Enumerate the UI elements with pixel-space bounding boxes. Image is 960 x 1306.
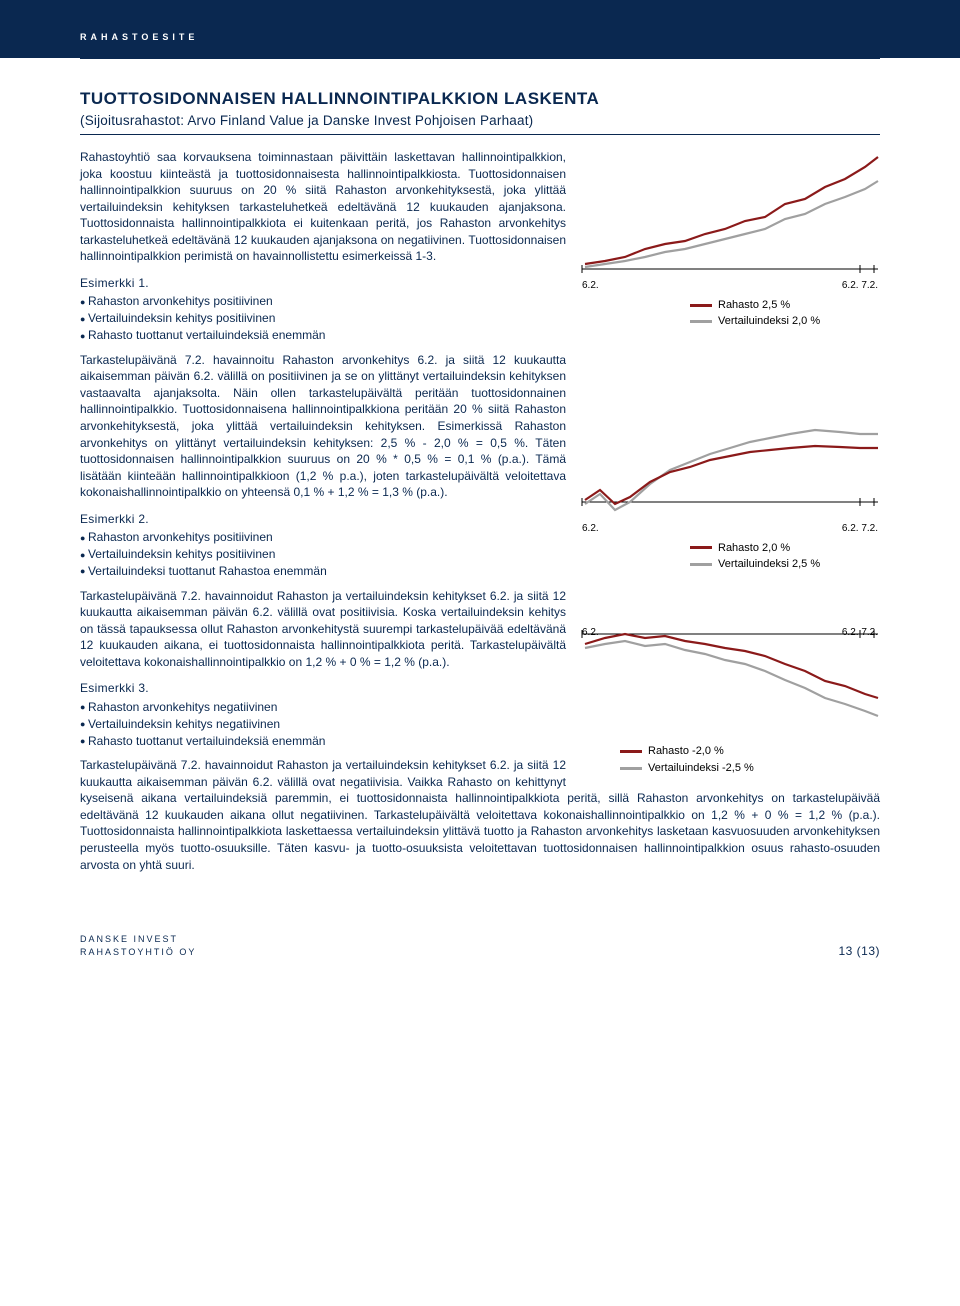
chart-2-axis: 6.2. 6.2. 7.2.: [580, 522, 880, 536]
swatch-index: [620, 767, 642, 770]
chart-1-legend-fund: Rahasto 2,5 %: [718, 297, 790, 314]
footer-line1: DANSKE INVEST: [80, 933, 196, 946]
chart-3-fund-path: [585, 634, 878, 698]
chart-3-legend-fund: Rahasto -2,0 %: [648, 743, 724, 760]
chart-2-fund-path: [585, 446, 878, 504]
chart-1-legend-index: Vertailuindeksi 2,0 %: [718, 313, 820, 330]
chart-2-svg: [580, 412, 880, 522]
chart-3-index-path: [585, 641, 878, 716]
chart-2: 6.2. 6.2. 7.2. Rahasto 2,0 % Vertailuind…: [580, 412, 880, 573]
page-footer: DANSKE INVEST RAHASTOYHTIÖ OY 13 (13): [0, 903, 960, 998]
swatch-fund: [690, 304, 712, 307]
page-subtitle: (Sijoitusrahastot: Arvo Finland Value ja…: [80, 113, 880, 135]
swatch-fund: [690, 546, 712, 549]
chart-1-legend: Rahasto 2,5 % Vertailuindeksi 2,0 %: [580, 297, 880, 330]
footer-company: DANSKE INVEST RAHASTOYHTIÖ OY: [80, 933, 196, 958]
page-header: RAHASTOESITE: [0, 0, 960, 58]
swatch-index: [690, 563, 712, 566]
chart-2-xleft: 6.2.: [582, 522, 599, 536]
body: 6.2. 6.2. 7.2. Rahasto 2,5 % Vertailuind…: [80, 149, 880, 883]
chart-3-xright: 6.2. 7.2.: [842, 626, 878, 640]
chart-3-legend: Rahasto -2,0 % Vertailuindeksi -2,5 %: [580, 743, 880, 776]
chart-3-xleft: 6.2.: [582, 626, 599, 640]
chart-2-legend: Rahasto 2,0 % Vertailuindeksi 2,5 %: [580, 540, 880, 573]
chart-1-xleft: 6.2.: [582, 279, 599, 293]
chart-2-legend-fund: Rahasto 2,0 %: [718, 540, 790, 557]
chart-3: 6.2. 6.2. 7.2. Rahasto -2,0 % Vertailuin…: [580, 616, 880, 777]
chart-3-axis: 6.2. 6.2. 7.2.: [580, 626, 880, 640]
footer-line2: RAHASTOYHTIÖ OY: [80, 946, 196, 959]
chart-1-index-path: [585, 181, 878, 267]
chart-1-svg: [580, 149, 880, 279]
chart-1-axis: 6.2. 6.2. 7.2.: [580, 279, 880, 293]
swatch-index: [690, 320, 712, 323]
chart-1-xright: 6.2. 7.2.: [842, 279, 878, 293]
chart-2-xright: 6.2. 7.2.: [842, 522, 878, 536]
page-content: TUOTTOSIDONNAISEN HALLINNOINTIPALKKION L…: [0, 59, 960, 903]
chart-3-legend-index: Vertailuindeksi -2,5 %: [648, 760, 754, 777]
page-title: TUOTTOSIDONNAISEN HALLINNOINTIPALKKION L…: [80, 89, 880, 109]
chart-1: 6.2. 6.2. 7.2. Rahasto 2,5 % Vertailuind…: [580, 149, 880, 330]
header-label: RAHASTOESITE: [80, 32, 880, 42]
chart-1-fund-path: [585, 157, 878, 264]
swatch-fund: [620, 750, 642, 753]
chart-2-legend-index: Vertailuindeksi 2,5 %: [718, 556, 820, 573]
page-number: 13 (13): [838, 944, 880, 958]
